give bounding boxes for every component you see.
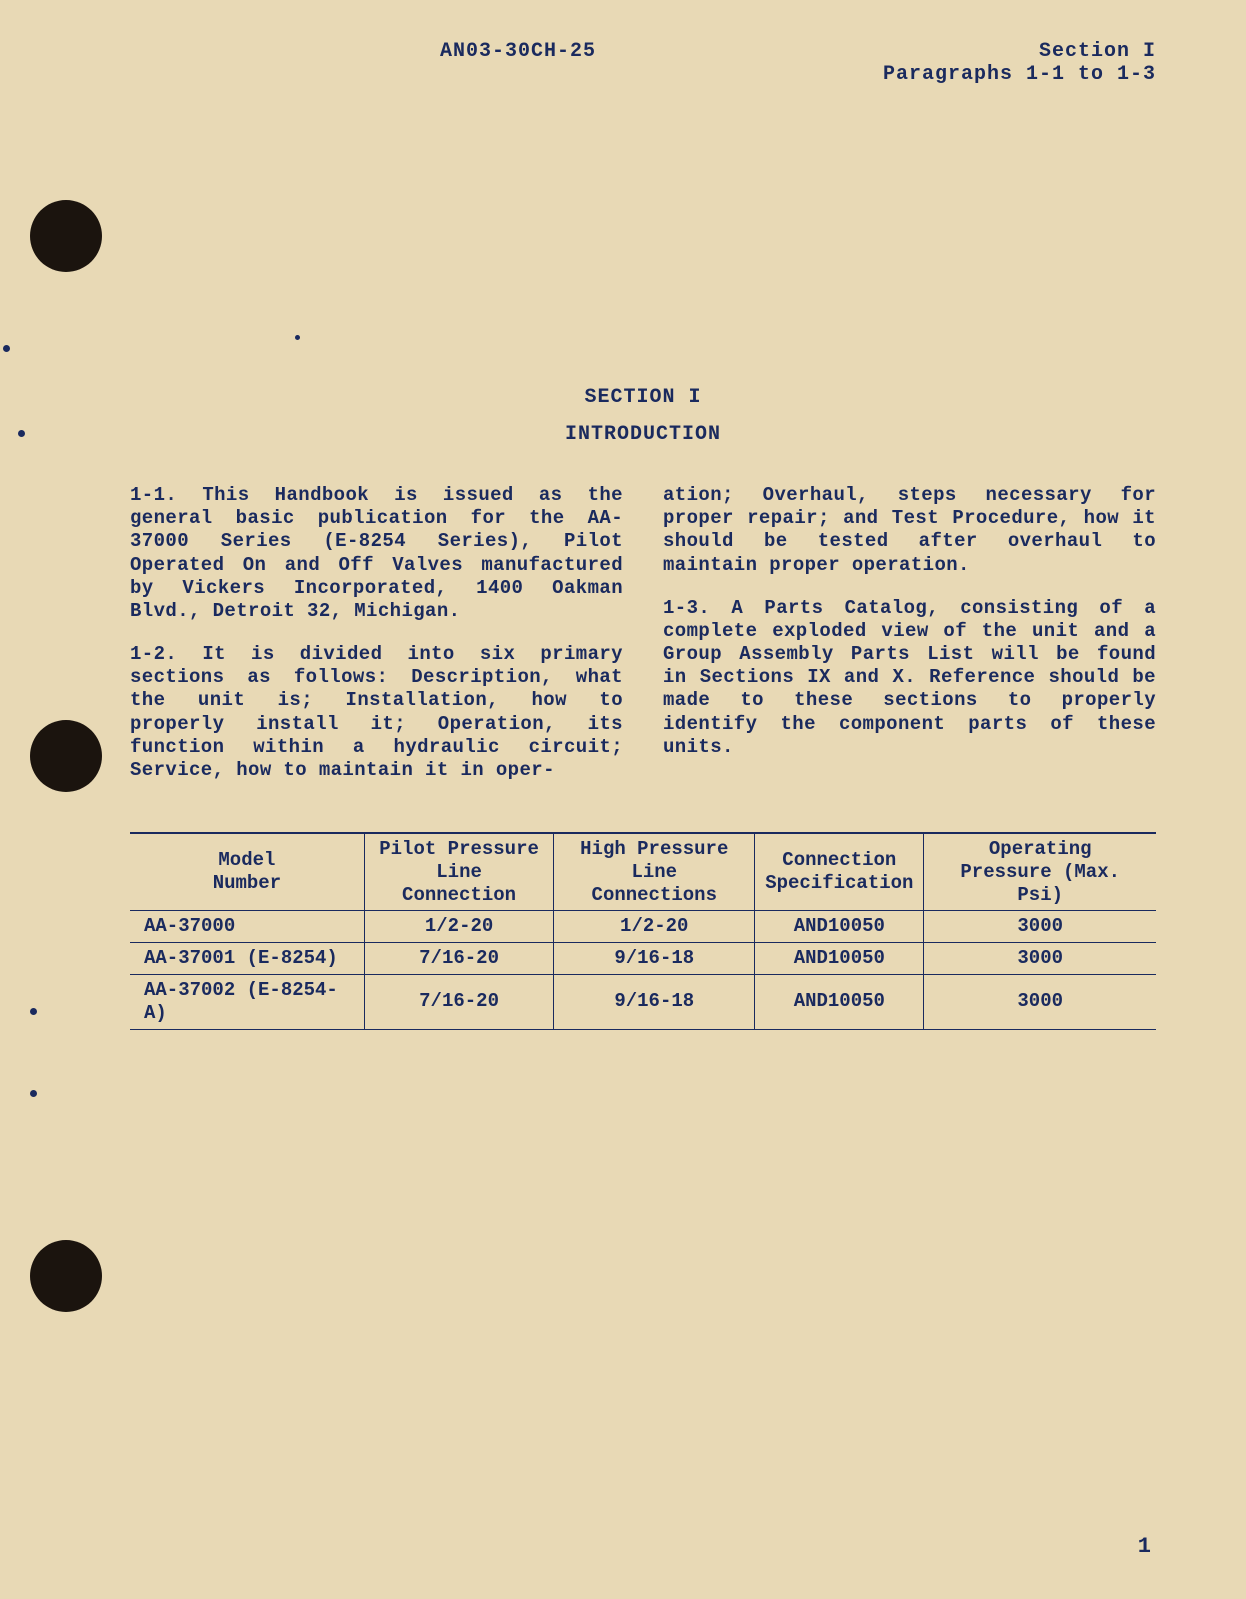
td-model: AA-37001 (E-8254) [130, 943, 364, 975]
table-row: AA-37000 1/2-20 1/2-20 AND10050 3000 [130, 911, 1156, 943]
th-text: Connection [782, 849, 896, 871]
th-conn: Connection Specification [755, 833, 924, 911]
td-high: 9/16-18 [554, 975, 755, 1030]
binder-hole [30, 1240, 102, 1312]
td-pilot: 7/16-20 [364, 975, 553, 1030]
speck [18, 430, 25, 437]
td-high: 9/16-18 [554, 943, 755, 975]
speck [3, 345, 10, 352]
th-text: Line Connections [592, 861, 717, 906]
th-text: Pressure (Max. Psi) [960, 861, 1120, 906]
th-text: Number [213, 872, 281, 894]
th-high: High Pressure Line Connections [554, 833, 755, 911]
td-conn: AND10050 [755, 943, 924, 975]
section-title: SECTION I [130, 386, 1156, 409]
column-right: ation; Overhaul, steps necessary for pro… [663, 484, 1156, 802]
th-text: Pilot Pressure [379, 838, 539, 860]
speck [30, 1090, 37, 1097]
th-op: Operating Pressure (Max. Psi) [924, 833, 1156, 911]
td-conn: AND10050 [755, 911, 924, 943]
speck [30, 1008, 37, 1015]
td-model: AA-37000 [130, 911, 364, 943]
spec-table: Model Number Pilot Pressure Line Connect… [130, 832, 1156, 1030]
paragraph-range: Paragraphs 1-1 to 1-3 [883, 63, 1156, 86]
header-right: Section I Paragraphs 1-1 to 1-3 [883, 40, 1156, 86]
paragraph-1-2b: ation; Overhaul, steps necessary for pro… [663, 484, 1156, 577]
td-op: 3000 [924, 975, 1156, 1030]
section-line: Section I [883, 40, 1156, 63]
table-row: AA-37001 (E-8254) 7/16-20 9/16-18 AND100… [130, 943, 1156, 975]
page-header: AN03-30CH-25 Section I Paragraphs 1-1 to… [130, 40, 1156, 86]
table-row: AA-37002 (E-8254-A) 7/16-20 9/16-18 AND1… [130, 975, 1156, 1030]
th-model: Model Number [130, 833, 364, 911]
binder-hole [30, 720, 102, 792]
speck [295, 335, 300, 340]
paragraph-1-3: 1-3. A Parts Catalog, consisting of a co… [663, 597, 1156, 759]
td-op: 3000 [924, 943, 1156, 975]
paragraph-1-2a: 1-2. It is divided into six primary sect… [130, 643, 623, 782]
column-left: 1-1. This Handbook is issued as the gene… [130, 484, 623, 802]
doc-id: AN03-30CH-25 [440, 40, 596, 86]
th-text: Operating [989, 838, 1092, 860]
binder-hole [30, 200, 102, 272]
th-text: Model [218, 849, 275, 871]
td-pilot: 7/16-20 [364, 943, 553, 975]
intro-title: INTRODUCTION [130, 423, 1156, 446]
th-text: Specification [765, 872, 913, 894]
td-model: AA-37002 (E-8254-A) [130, 975, 364, 1030]
td-pilot: 1/2-20 [364, 911, 553, 943]
body-columns: 1-1. This Handbook is issued as the gene… [130, 484, 1156, 802]
document-page: AN03-30CH-25 Section I Paragraphs 1-1 to… [0, 0, 1246, 1599]
table-header-row: Model Number Pilot Pressure Line Connect… [130, 833, 1156, 911]
paragraph-1-1: 1-1. This Handbook is issued as the gene… [130, 484, 623, 623]
td-high: 1/2-20 [554, 911, 755, 943]
td-conn: AND10050 [755, 975, 924, 1030]
th-text: High Pressure [580, 838, 728, 860]
td-op: 3000 [924, 911, 1156, 943]
th-pilot: Pilot Pressure Line Connection [364, 833, 553, 911]
th-text: Line Connection [402, 861, 516, 906]
page-number: 1 [1138, 1534, 1151, 1559]
